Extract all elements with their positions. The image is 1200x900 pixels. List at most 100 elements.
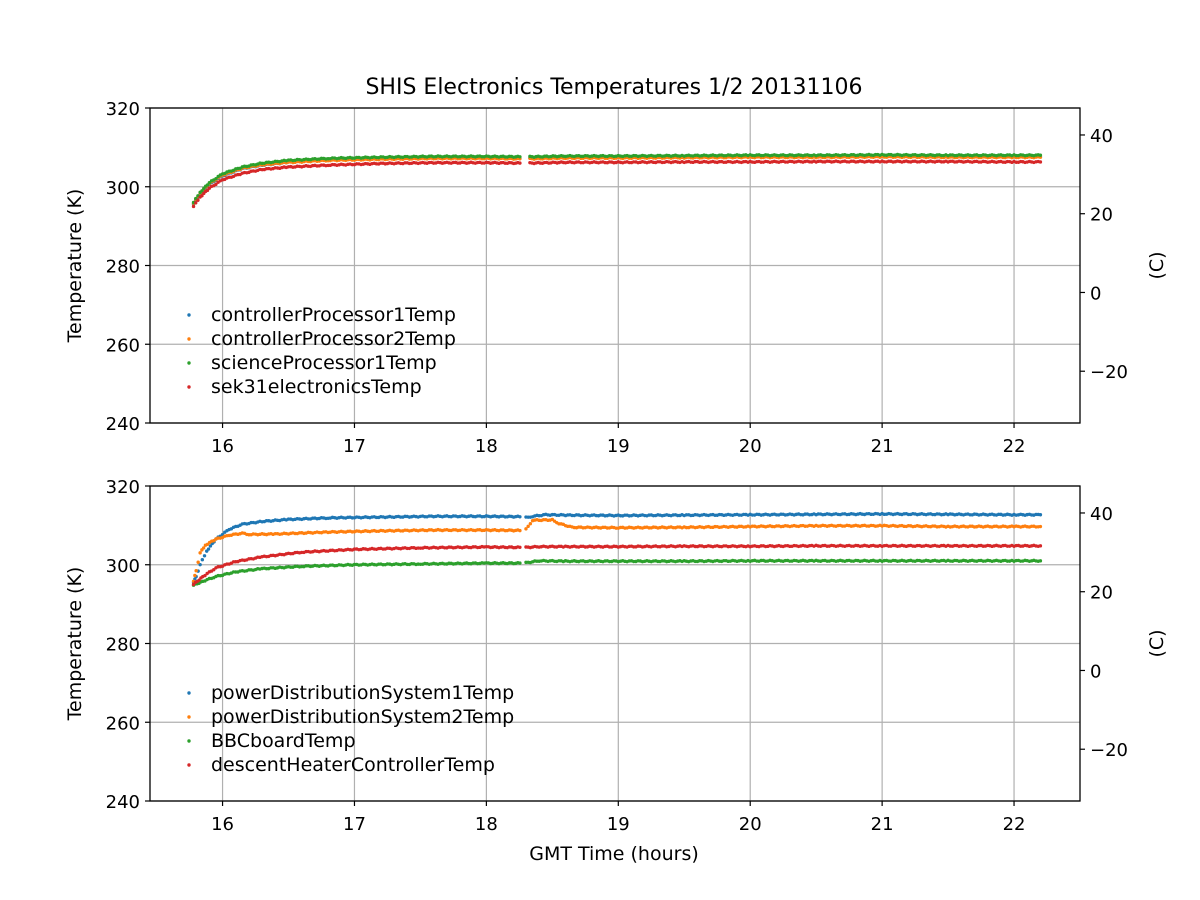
series-powerDistributionSystem1Temp: [191, 511, 1043, 585]
data-point: [196, 560, 200, 564]
data-point: [202, 554, 207, 558]
data-point: [1038, 544, 1043, 548]
legend: powerDistributionSystem1TemppowerDistrib…: [187, 682, 514, 776]
data-point: [528, 522, 533, 526]
legend-label: controllerProcessor1Temp: [211, 304, 456, 326]
x-tick-label: 18: [475, 814, 498, 835]
data-point: [203, 573, 207, 578]
data-point: [197, 578, 201, 582]
x-tick-label: 22: [1003, 436, 1026, 457]
y-right-tick-label: 0: [1090, 661, 1101, 682]
data-point: [518, 155, 522, 159]
series-scienceProcessor1Temp: [191, 152, 1043, 205]
data-point: [196, 198, 200, 202]
y-right-axis-label: (C): [1146, 629, 1168, 657]
legend-label: controllerProcessor2Temp: [211, 328, 456, 350]
data-point: [198, 562, 202, 567]
data-point: [205, 183, 210, 187]
data-point: [1038, 559, 1043, 563]
series-sek31electronicsTemp: [191, 159, 1043, 209]
x-tick-label: 17: [343, 436, 366, 457]
legend-label: scienceProcessor1Temp: [211, 352, 437, 374]
data-point: [214, 182, 218, 187]
y-tick-label: 280: [106, 257, 140, 278]
y-tick-label: 300: [106, 556, 140, 577]
series-descentHeaterControllerTemp: [191, 543, 1043, 587]
data-point: [518, 515, 522, 519]
y-tick-label: 300: [106, 178, 140, 199]
data-point: [200, 189, 204, 193]
legend-marker: [187, 361, 191, 365]
chart-panel-top: 16 17 18 19 20 21 22 240 260 280 300 320 −20 0 20 40 Tem…: [64, 99, 1168, 457]
data-point: [193, 573, 197, 578]
data-point: [1038, 524, 1043, 529]
data-point: [208, 544, 213, 548]
x-tick-label: 19: [607, 436, 630, 457]
chart-title: SHIS Electronics Temperatures 1/2 201311…: [365, 75, 862, 100]
data-point: [206, 547, 211, 551]
data-point: [198, 551, 202, 555]
chart-panel-bottom: 16 17 18 19 20 21 22 240 260 280 300 320 −20 0 20 40 Tem…: [64, 477, 1168, 835]
x-axis-label: GMT Time (hours): [529, 843, 699, 865]
legend-label: sek31electronicsTemp: [211, 376, 422, 398]
data-point: [201, 546, 206, 550]
data-point: [1038, 153, 1043, 157]
y-right-tick-label: −20: [1090, 740, 1128, 761]
y-tick-label: 260: [106, 335, 140, 356]
y-right-tick-label: 0: [1090, 283, 1101, 304]
data-point: [518, 528, 522, 533]
x-tick-label: 20: [739, 814, 762, 835]
y-right-tick-label: 40: [1090, 126, 1113, 147]
legend-marker: [187, 739, 191, 743]
legend-label: BBCboardTemp: [211, 730, 356, 752]
data-point: [194, 569, 198, 573]
y-tick-label: 240: [106, 792, 140, 813]
legend-marker: [187, 691, 191, 695]
data-point: [212, 567, 216, 572]
data-point: [200, 558, 205, 562]
data-point: [1038, 160, 1043, 164]
y-right-tick-label: −20: [1090, 362, 1128, 383]
x-tick-label: 16: [211, 436, 234, 457]
data-point: [518, 161, 522, 165]
y-tick-label: 240: [106, 414, 140, 435]
x-tick-label: 18: [475, 436, 498, 457]
data-point: [194, 201, 198, 205]
y-axis-label: Temperature (K): [64, 567, 86, 722]
data-point: [200, 194, 204, 198]
x-tick-label: 16: [211, 814, 234, 835]
data-point: [214, 176, 218, 181]
x-tick-label: 21: [871, 814, 894, 835]
y-tick-label: 320: [106, 99, 140, 120]
x-tick-label: 21: [871, 436, 894, 457]
data-point: [526, 524, 530, 529]
data-point: [518, 545, 522, 550]
legend-marker: [187, 337, 191, 341]
legend-marker: [187, 385, 191, 389]
y-right-tick-label: 20: [1090, 205, 1113, 226]
legend-marker: [187, 763, 191, 767]
y-right-tick-label: 40: [1090, 504, 1113, 525]
x-tick-label: 20: [739, 436, 762, 457]
series-powerDistributionSystem2Temp: [191, 517, 1043, 583]
y-tick-label: 320: [106, 477, 140, 498]
y-tick-label: 280: [106, 635, 140, 656]
data-point: [518, 561, 522, 565]
y-right-axis-label: (C): [1146, 251, 1168, 279]
y-right-tick-label: 20: [1090, 583, 1113, 604]
legend-label: descentHeaterControllerTemp: [211, 754, 495, 776]
legend-label: powerDistributionSystem2Temp: [211, 706, 514, 728]
series-BBCboardTemp: [191, 558, 1043, 587]
x-tick-label: 19: [607, 814, 630, 835]
data-point: [191, 204, 196, 209]
x-tick-label: 22: [1003, 814, 1026, 835]
legend-marker: [187, 313, 191, 317]
y-axis-label: Temperature (K): [64, 189, 86, 344]
data-point: [1038, 513, 1043, 517]
legend: controllerProcessor1TempcontrollerProces…: [187, 304, 456, 398]
data-point: [524, 527, 528, 531]
legend-label: powerDistributionSystem1Temp: [211, 682, 514, 704]
x-tick-label: 17: [343, 814, 366, 835]
